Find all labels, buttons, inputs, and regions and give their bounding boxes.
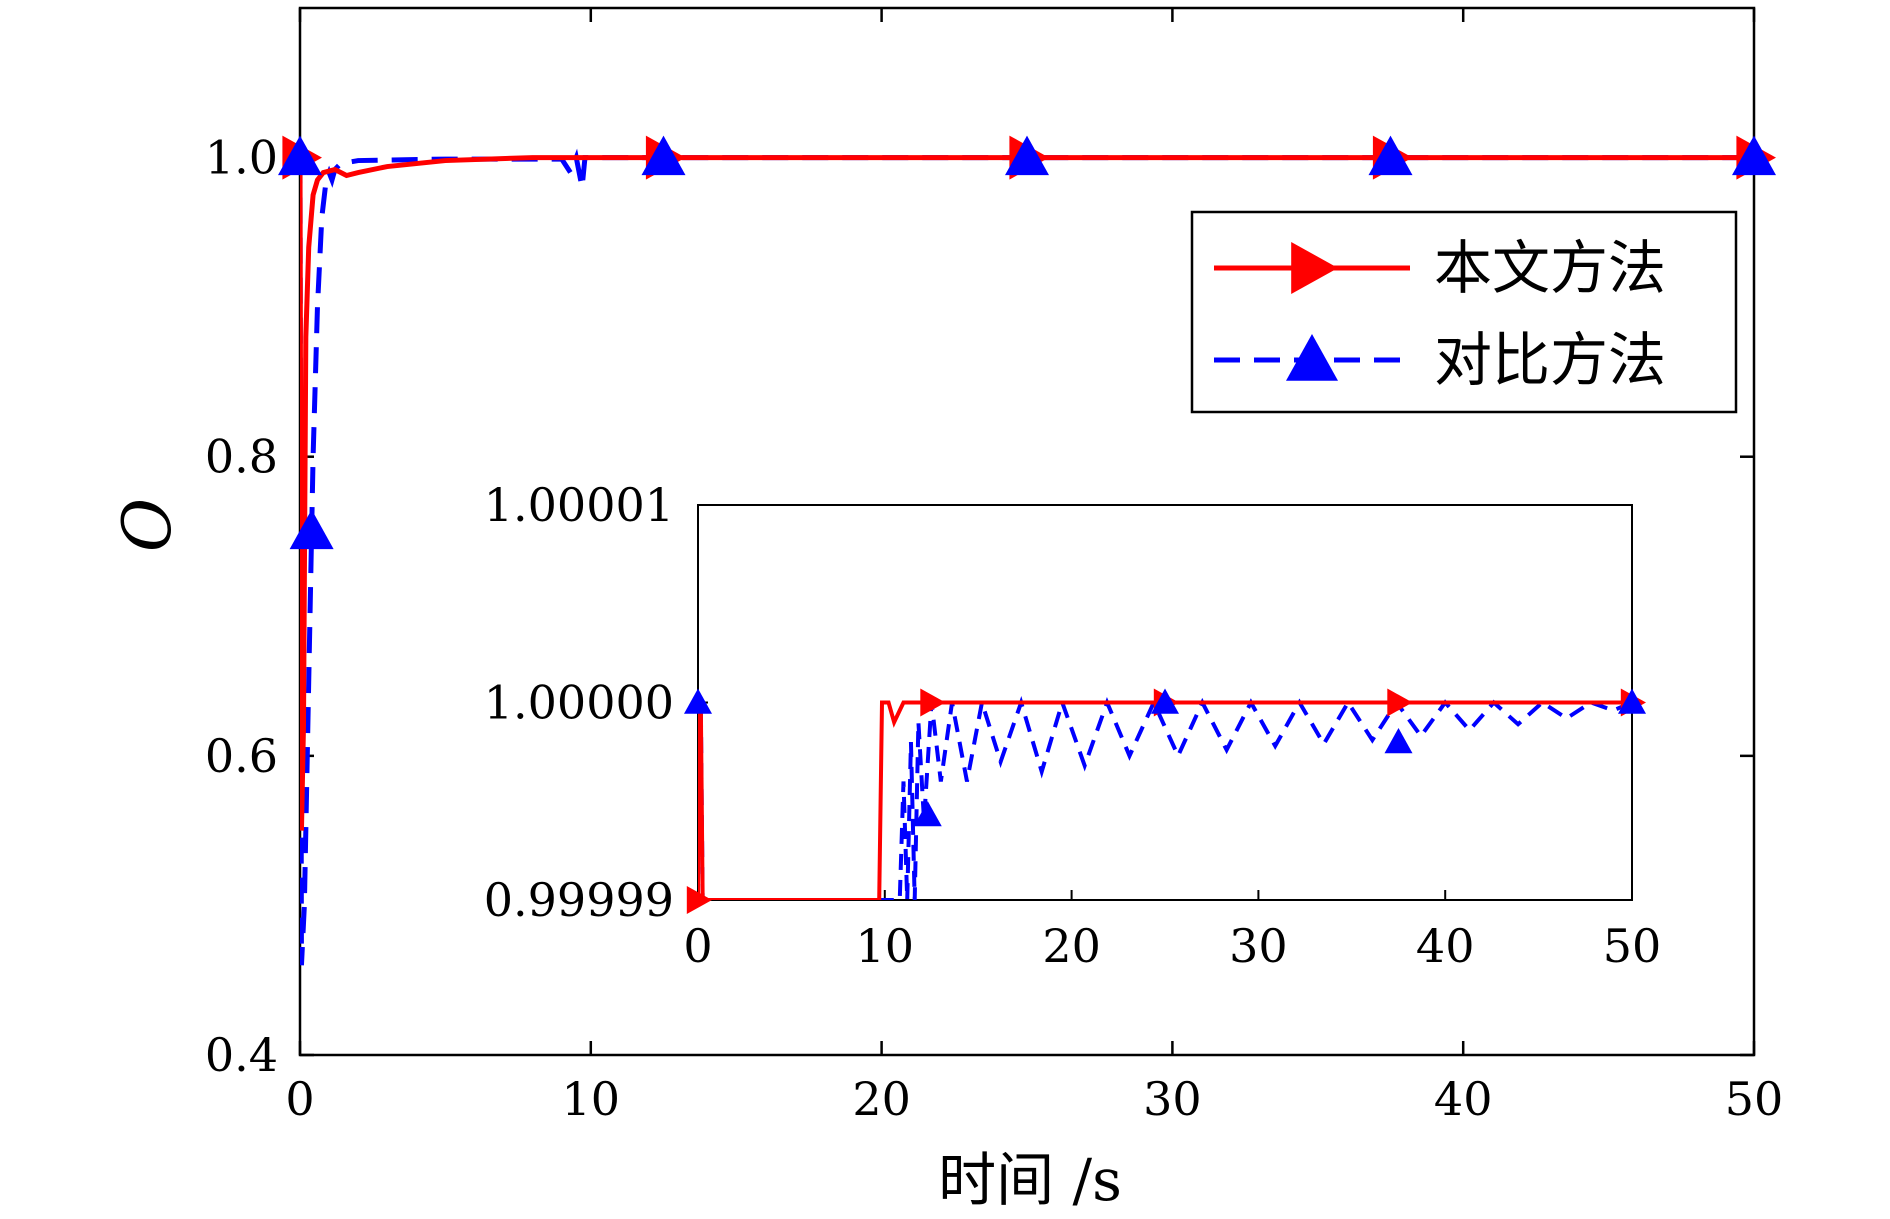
inset-y-tick-label-0: 0.99999	[484, 873, 674, 927]
x-tick-label-0: 0	[285, 1072, 314, 1126]
inset-y-tick-label-1: 1.00000	[484, 676, 674, 730]
inset-x-tick-label-3: 30	[1229, 919, 1288, 973]
inset-series-0-marker-0	[686, 886, 712, 914]
inset-series-0-marker-1	[920, 688, 946, 717]
axis-titles: 时间 /s O	[109, 498, 1122, 1214]
series-1-marker-3	[1005, 135, 1049, 176]
inset-series-0-marker-3	[1387, 688, 1413, 717]
inset-series-1-marker-0	[684, 688, 712, 714]
inset-plot: 0 10 20 30 40 50 0.99999 1.00000 1.00001	[484, 478, 1662, 973]
series-1-marker-5	[1732, 135, 1776, 176]
inset-x-tick-label-0: 0	[683, 919, 712, 973]
inset-x-tick-label-1: 10	[856, 919, 915, 973]
y-tick-label-2: 0.8	[205, 430, 278, 484]
x-tick-label-5: 50	[1725, 1072, 1784, 1126]
series-1-marker-1	[289, 509, 334, 550]
inset-series-1-marker-2	[1151, 688, 1179, 714]
x-tick-label-3: 30	[1143, 1072, 1202, 1126]
legend-box	[1190, 210, 1738, 414]
series-1-marker-0	[278, 135, 322, 176]
y-tick-label-0: 0.4	[205, 1028, 278, 1082]
series-1-marker-4	[1368, 135, 1413, 176]
inset-series-1-marker-3	[1384, 728, 1413, 754]
inset-series-1-marker-4	[1618, 688, 1646, 714]
legend-marker-1	[1286, 334, 1338, 381]
x-tick-label-4: 40	[1434, 1072, 1493, 1126]
inset-y-tick-label-2: 1.00001	[484, 478, 674, 532]
series-1-marker-2	[641, 135, 686, 176]
x-axis-label: 时间 /s	[938, 1146, 1122, 1214]
inset-series-1-marker-1	[913, 801, 942, 827]
inset-x-tick-label-5: 50	[1603, 919, 1662, 973]
legend-label-0: 本文方法	[1434, 234, 1666, 302]
legend-marker-0	[1291, 242, 1338, 294]
inset-x-tick-label-4: 40	[1416, 919, 1475, 973]
y-axis-label: O	[109, 498, 186, 552]
inset-series-line-1	[698, 695, 1632, 900]
y-tick-label-3: 1.0	[205, 131, 278, 185]
series-line-0	[300, 155, 1754, 831]
x-tick-label-2: 20	[852, 1072, 911, 1126]
legend-label-1: 对比方法	[1434, 326, 1666, 394]
main-plot: 0 10 20 30 40 50 0.4 0.6 0.8 1.0	[205, 6, 1784, 1126]
inset-x-tick-label-2: 20	[1042, 919, 1101, 973]
x-tick-label-1: 10	[562, 1072, 621, 1126]
y-tick-label-1: 0.6	[205, 729, 278, 783]
